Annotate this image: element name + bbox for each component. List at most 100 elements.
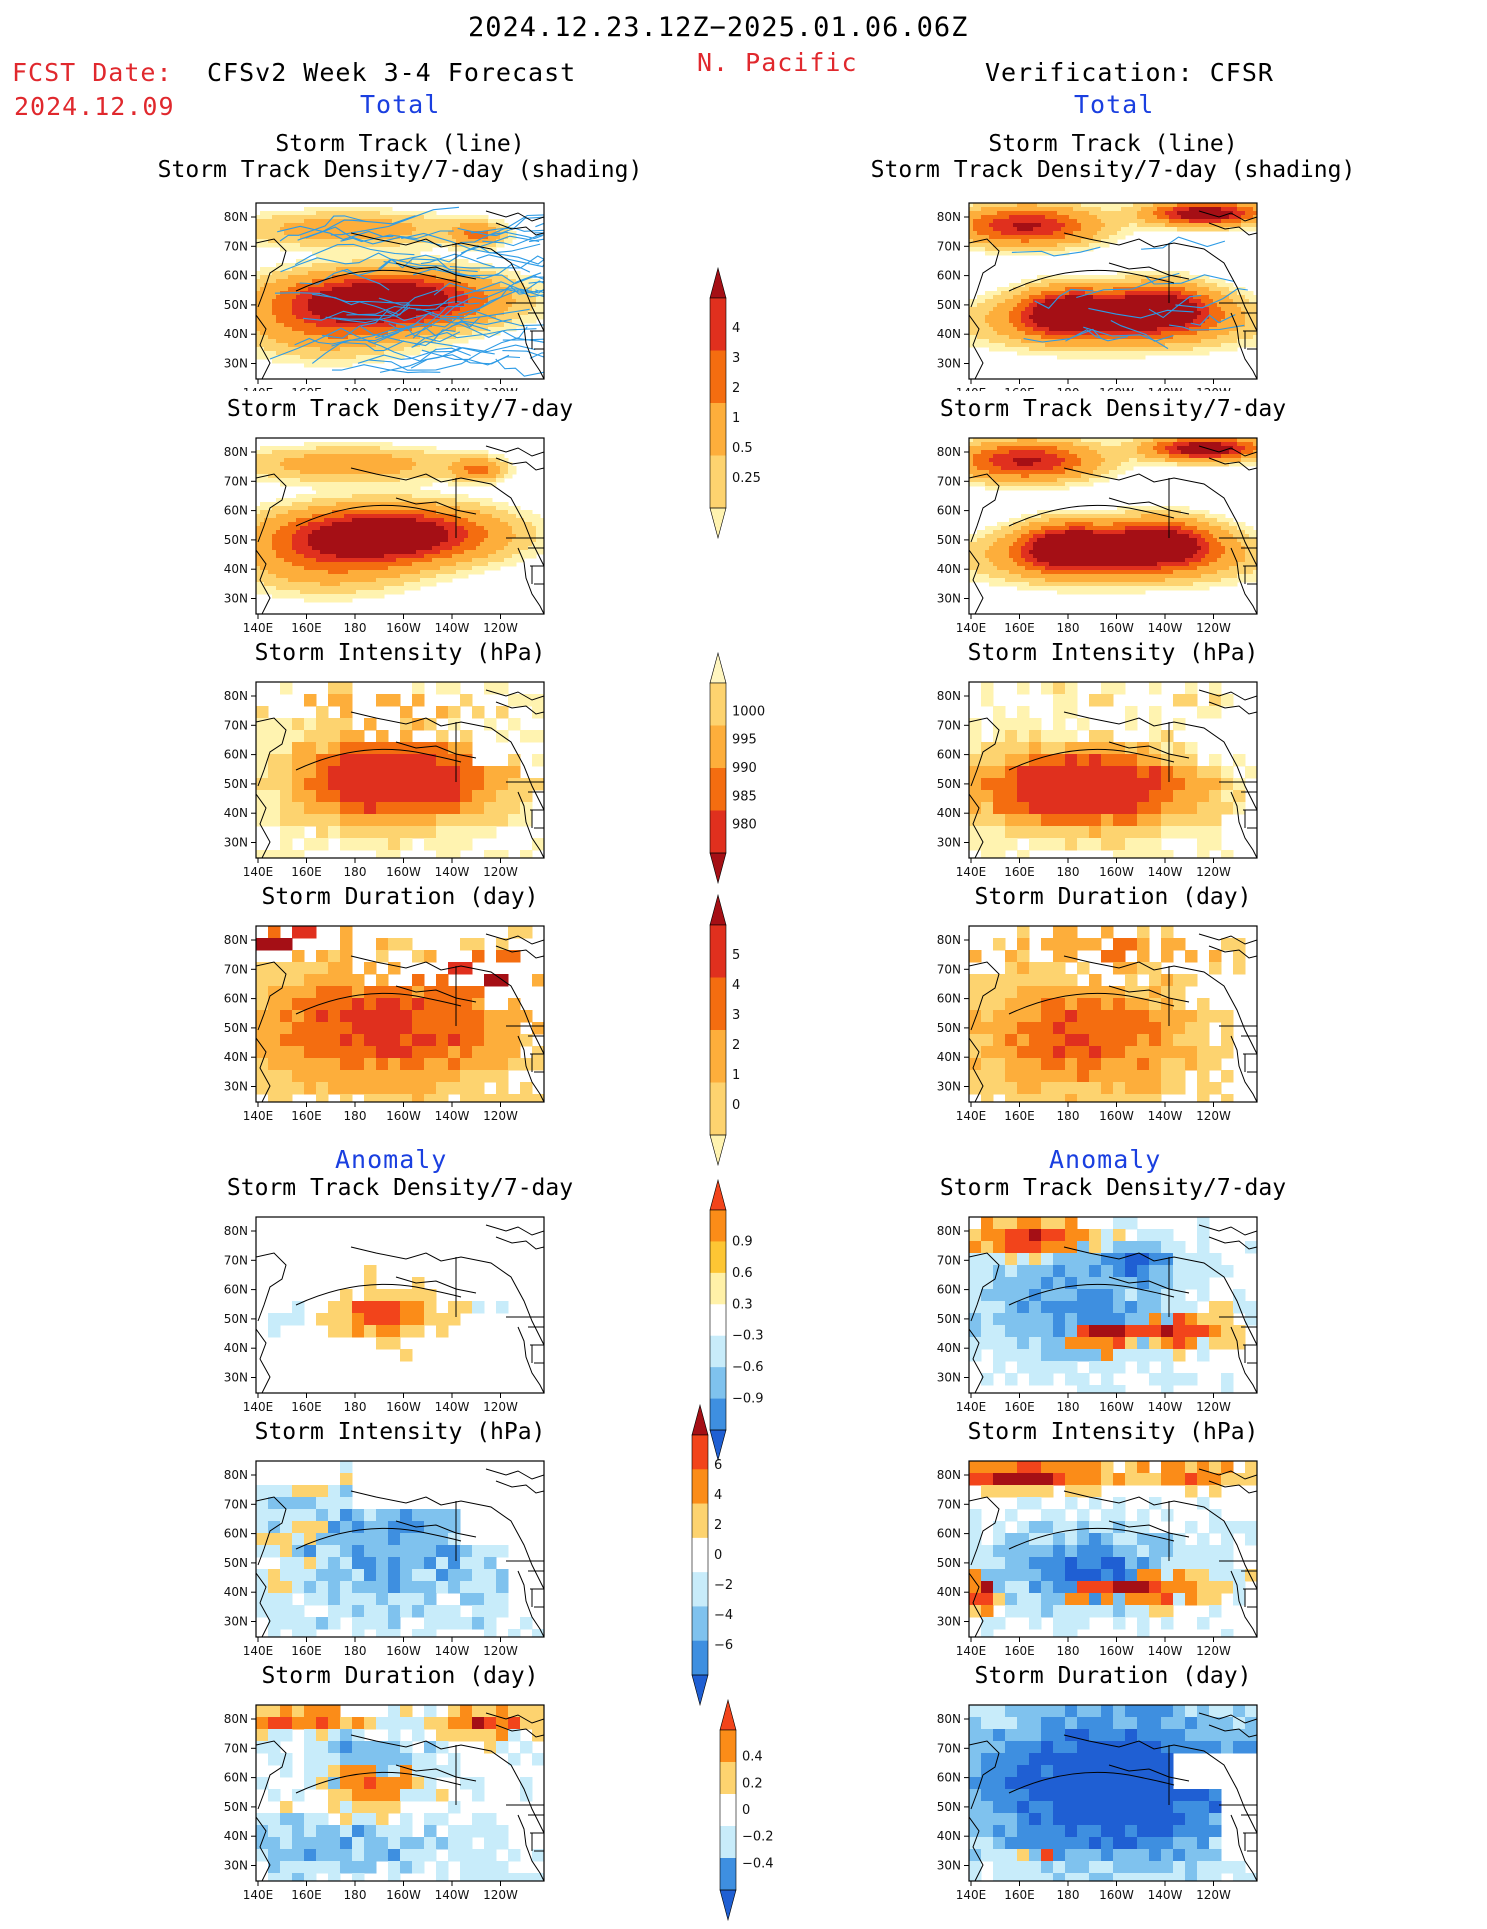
shade-cell <box>1045 331 1050 336</box>
lon-tick-label: 140W <box>1148 386 1183 391</box>
shade-cell <box>1197 319 1202 324</box>
shade-cell <box>508 295 513 300</box>
shade-cell <box>1105 243 1110 248</box>
shade-cell <box>328 446 333 451</box>
shade-cell <box>412 287 417 292</box>
shade-cell <box>256 271 261 276</box>
shade-cell <box>508 239 513 244</box>
shade-cell <box>292 458 297 463</box>
shade-cell <box>985 331 990 336</box>
shade-cell <box>340 323 345 328</box>
shade-cell <box>1069 315 1074 320</box>
shade-cell <box>985 291 990 296</box>
shade-cell <box>1221 343 1226 348</box>
shade-cell <box>1001 343 1006 348</box>
shade-cell <box>1005 311 1010 316</box>
shade-cell <box>1025 211 1030 216</box>
shade-cell <box>1017 219 1022 224</box>
shade-cell <box>1185 319 1190 324</box>
shade-cell <box>332 247 337 252</box>
shade-cell <box>1077 219 1082 224</box>
shade-cell <box>320 470 325 475</box>
shade-cell <box>316 363 321 368</box>
shade-cell <box>1225 311 1230 316</box>
shade-cell <box>1217 339 1222 344</box>
shade-cell <box>1137 319 1142 324</box>
shade-cell <box>1017 239 1022 244</box>
shade-cell <box>264 215 269 220</box>
shade-cell <box>1141 339 1146 344</box>
shade-cell <box>376 291 381 296</box>
shade-cell <box>264 450 269 455</box>
shade-cell <box>1061 235 1066 240</box>
shade-cell <box>1069 223 1074 228</box>
shade-cell <box>316 235 321 240</box>
shade-cell <box>388 470 393 475</box>
shade-cell <box>452 235 457 240</box>
shade-cell <box>332 478 337 483</box>
shade-cell <box>1213 311 1218 316</box>
shade-cell <box>300 478 305 483</box>
shade-cell <box>1121 275 1126 280</box>
shade-cell <box>1181 219 1186 224</box>
shade-cell <box>1081 307 1086 312</box>
shade-cell <box>1017 315 1022 320</box>
shade-cell <box>464 462 469 467</box>
shade-cell <box>268 339 273 344</box>
shade-cell <box>448 458 453 463</box>
shade-cell <box>1121 283 1126 288</box>
shade-cell <box>276 215 281 220</box>
shade-cell <box>1029 211 1034 216</box>
shade-cell <box>985 307 990 312</box>
shade-cell <box>304 478 309 483</box>
shade-cell <box>1185 339 1190 344</box>
shade-cell <box>356 287 361 292</box>
shade-cell <box>1117 315 1122 320</box>
shade-cell <box>1121 339 1126 344</box>
shade-cell <box>292 474 297 479</box>
shade-cell <box>1005 303 1010 308</box>
shade-cell <box>448 291 453 296</box>
shade-cell <box>296 331 301 336</box>
shade-cell <box>352 223 357 228</box>
shade-cell <box>348 474 353 479</box>
shade-cell <box>268 347 273 352</box>
shade-cell <box>348 462 353 467</box>
shade-cell <box>1041 211 1046 216</box>
shade-cell <box>1221 283 1226 288</box>
shade-cell <box>1041 327 1046 332</box>
shade-cell <box>1037 215 1042 220</box>
shade-cell <box>476 450 481 455</box>
shade-cell <box>1053 283 1058 288</box>
shade-cell <box>989 331 994 336</box>
shade-cell <box>997 331 1002 336</box>
shade-cell <box>368 283 373 288</box>
shade-cell <box>1101 323 1106 328</box>
shade-cell <box>1057 203 1062 208</box>
shade-cell <box>1121 307 1126 312</box>
shade-cell <box>524 311 529 316</box>
shade-cell <box>508 466 513 471</box>
shade-cell <box>1233 219 1238 224</box>
shade-cell <box>1149 203 1154 208</box>
shade-cell <box>1065 203 1070 208</box>
shade-cell <box>388 446 393 451</box>
shade-cell <box>468 283 473 288</box>
shade-cell <box>316 474 321 479</box>
shade-cell <box>368 211 373 216</box>
shade-cell <box>296 267 301 272</box>
shade-cell <box>1193 211 1198 216</box>
shade-cell <box>1009 307 1014 312</box>
shade-cell <box>1185 307 1190 312</box>
shade-cell <box>1149 211 1154 216</box>
shade-cell <box>1217 315 1222 320</box>
shade-cell <box>268 235 273 240</box>
lon-tick-label: 180 <box>1057 386 1080 391</box>
shade-cell <box>1173 331 1178 336</box>
shade-cell <box>280 215 285 220</box>
shade-cell <box>1185 347 1190 352</box>
shade-cell <box>1013 319 1018 324</box>
shade-cell <box>364 223 369 228</box>
shade-cell <box>1125 215 1130 220</box>
shade-cell <box>1017 351 1022 356</box>
